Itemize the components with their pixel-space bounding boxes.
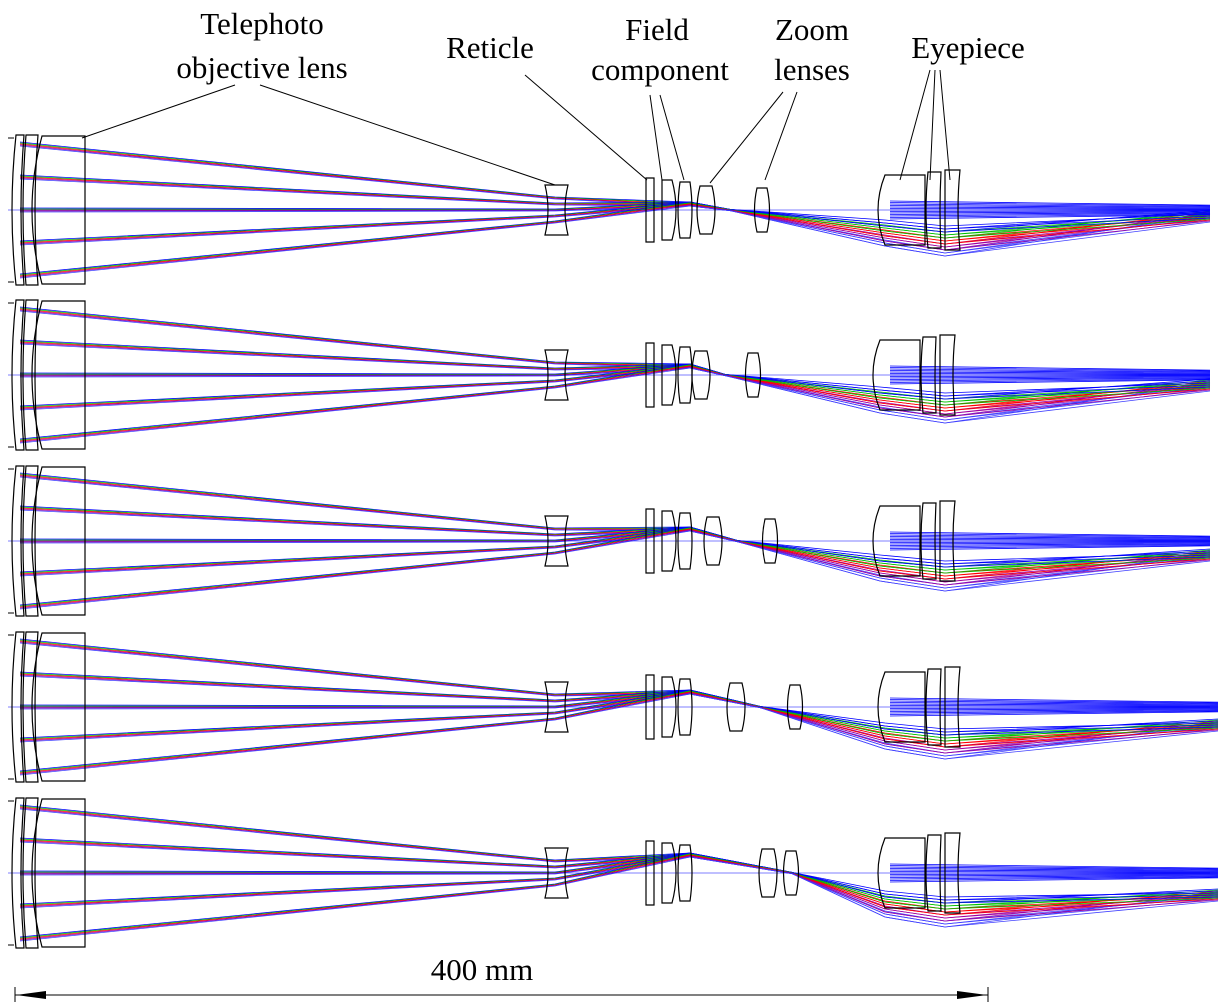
leader [525,75,647,180]
leader [900,70,950,180]
label: lenses [774,52,850,87]
ray [890,376,1210,377]
leader [710,92,797,183]
leader-lines [82,70,950,185]
ray [890,542,1210,543]
ray [20,639,1218,735]
ray [890,706,1218,707]
leader [650,95,684,180]
ray [20,308,1210,405]
optical-layout: Telephoto objective lens Reticle Field c… [0,0,1218,1003]
ray [20,675,1218,750]
ray [890,874,1218,875]
label: Eyepiece [911,30,1025,65]
label: objective lens [176,50,347,85]
ray [20,842,1218,924]
ray [20,806,1218,909]
label: Telephoto [200,6,324,41]
scale-bar [15,987,988,1002]
ray-traces [20,142,1218,941]
ray [890,374,1210,375]
label: Reticle [446,30,534,65]
ray [890,211,1210,212]
ray [20,805,1218,903]
ray [890,209,1210,210]
leader [82,85,555,185]
label: Field [625,12,689,47]
ray [20,856,1218,915]
scale-label: 400 mm [431,952,533,987]
label: component [591,52,729,87]
ray [890,540,1210,541]
ray [20,510,1210,588]
ray [890,708,1218,709]
ray [20,473,1210,567]
ray [890,872,1218,873]
label: Zoom [775,12,849,47]
ray [20,640,1218,741]
